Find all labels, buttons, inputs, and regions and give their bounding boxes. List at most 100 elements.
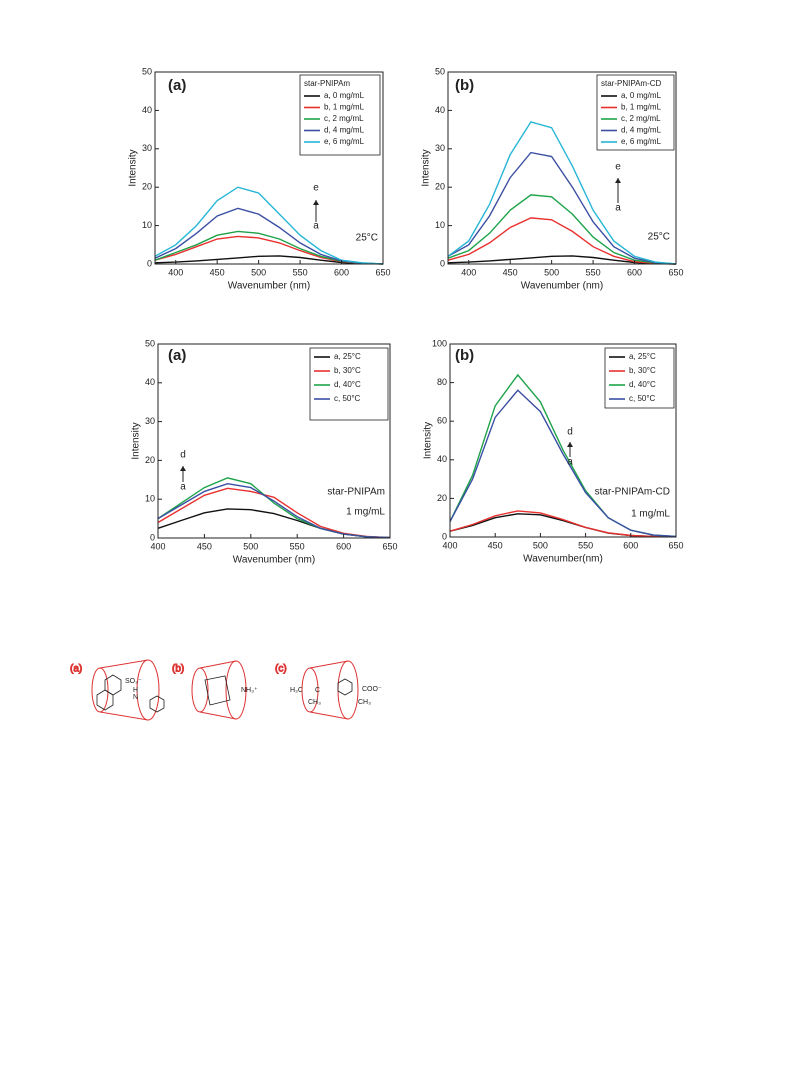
legend-label: c, 2 mg/mL (324, 114, 364, 123)
x-tick-label: 450 (210, 267, 225, 277)
ring (337, 678, 353, 696)
chem-group: CH₃ (358, 699, 371, 706)
data-line (157, 482, 391, 539)
annotation: a (615, 203, 621, 214)
y-tick-label: 50 (145, 338, 155, 348)
y-tick-label: 20 (437, 493, 447, 503)
legend-label: a, 25°C (334, 352, 361, 361)
legend-label: d, 40°C (629, 380, 656, 389)
y-tick-label: 40 (145, 377, 155, 387)
x-tick-label: 400 (461, 267, 476, 277)
x-tick-label: 650 (382, 541, 397, 551)
cage (204, 675, 231, 706)
x-tick-label: 500 (251, 267, 266, 277)
x-tick-label: 650 (668, 267, 683, 277)
x-tick-label: 500 (243, 541, 258, 551)
data-line (447, 194, 677, 265)
y-tick-label: 100 (432, 338, 447, 348)
x-tick-label: 400 (168, 267, 183, 277)
panel-label: (c) (275, 664, 287, 675)
y-tick-label: 30 (435, 143, 445, 153)
y-tick-label: 10 (142, 220, 152, 230)
y-tick-label: 20 (142, 182, 152, 192)
x-axis-label: Wavenumber (nm) (521, 281, 603, 292)
annotation: 1 mg/mL (346, 507, 385, 518)
y-tick-label: 10 (435, 220, 445, 230)
y-tick-label: 0 (440, 258, 445, 268)
plot-frame (154, 71, 384, 265)
x-tick-label: 450 (197, 541, 212, 551)
x-tick-label: 500 (544, 267, 559, 277)
chem-group: NH₃⁺ (241, 687, 258, 694)
data-line (449, 389, 677, 538)
x-tick-label: 400 (442, 540, 457, 550)
x-tick-label: 550 (293, 267, 308, 277)
legend-label: a, 0 mg/mL (324, 91, 365, 100)
x-tick-label: 550 (586, 267, 601, 277)
ring (96, 689, 114, 711)
y-tick-label: 30 (145, 416, 155, 426)
y-tick-label: 20 (145, 455, 155, 465)
legend-label: d, 4 mg/mL (621, 126, 662, 135)
annotation: 25°C (648, 232, 670, 243)
cone (99, 711, 149, 721)
annotation: d (180, 450, 186, 461)
annotation: star-PNIPAm-CD (595, 487, 670, 498)
legend-title: star-PNIPAm-CD (601, 79, 662, 88)
plot-frame (449, 343, 677, 538)
legend-label: d, 4 mg/mL (324, 126, 365, 135)
cone (309, 711, 349, 720)
chem-group: H (133, 687, 138, 694)
legend-label: d, 40°C (334, 380, 361, 389)
y-tick-label: 40 (435, 105, 445, 115)
cone (99, 659, 149, 669)
x-axis-label: Wavenumber (nm) (228, 281, 310, 292)
x-tick-label: 600 (336, 541, 351, 551)
data-line (447, 151, 677, 265)
legend-label: a, 0 mg/mL (621, 91, 662, 100)
legend-label: e, 6 mg/mL (324, 137, 365, 146)
y-tick-label: 50 (142, 66, 152, 76)
annotation: 25°C (356, 233, 378, 244)
data-line (449, 510, 677, 538)
annotation: e (615, 162, 621, 173)
legend-label: b, 30°C (334, 366, 361, 375)
legend-box (596, 74, 675, 151)
y-axis-label: Intensity (128, 149, 139, 186)
data-line (154, 186, 384, 265)
panel-label: (b) (172, 664, 184, 675)
arrow-head (180, 466, 186, 471)
chem-group: COO⁻ (362, 686, 382, 693)
annotation: d (567, 427, 573, 438)
annotation: e (313, 183, 319, 194)
cone (199, 711, 237, 720)
ring (149, 695, 165, 713)
legend-title: star-PNIPAm (304, 79, 350, 88)
x-tick-label: 450 (488, 540, 503, 550)
y-tick-label: 40 (437, 454, 447, 464)
data-line (447, 121, 677, 265)
panel-label: (b) (455, 347, 474, 364)
data-line (154, 255, 384, 265)
annotation: star-PNIPAm (327, 487, 385, 498)
y-axis-label: Intensity (421, 149, 432, 186)
panel-label: (a) (168, 347, 186, 364)
x-tick-label: 600 (623, 540, 638, 550)
x-tick-label: 500 (533, 540, 548, 550)
legend-label: b, 1 mg/mL (621, 103, 662, 112)
legend-label: a, 25°C (629, 352, 656, 361)
legend-label: c, 2 mg/mL (621, 114, 661, 123)
cone (199, 660, 237, 669)
y-tick-label: 0 (150, 532, 155, 542)
x-tick-label: 600 (334, 267, 349, 277)
chem-group: H₃C (290, 687, 303, 694)
x-tick-label: 550 (290, 541, 305, 551)
panel-label: (a) (168, 77, 186, 94)
annotation: a (180, 482, 186, 493)
legend-label: c, 50°C (629, 394, 656, 403)
x-axis-label: Wavenumber(nm) (523, 554, 603, 565)
y-axis-label: Intensity (423, 422, 434, 459)
arrow-head (615, 178, 621, 183)
